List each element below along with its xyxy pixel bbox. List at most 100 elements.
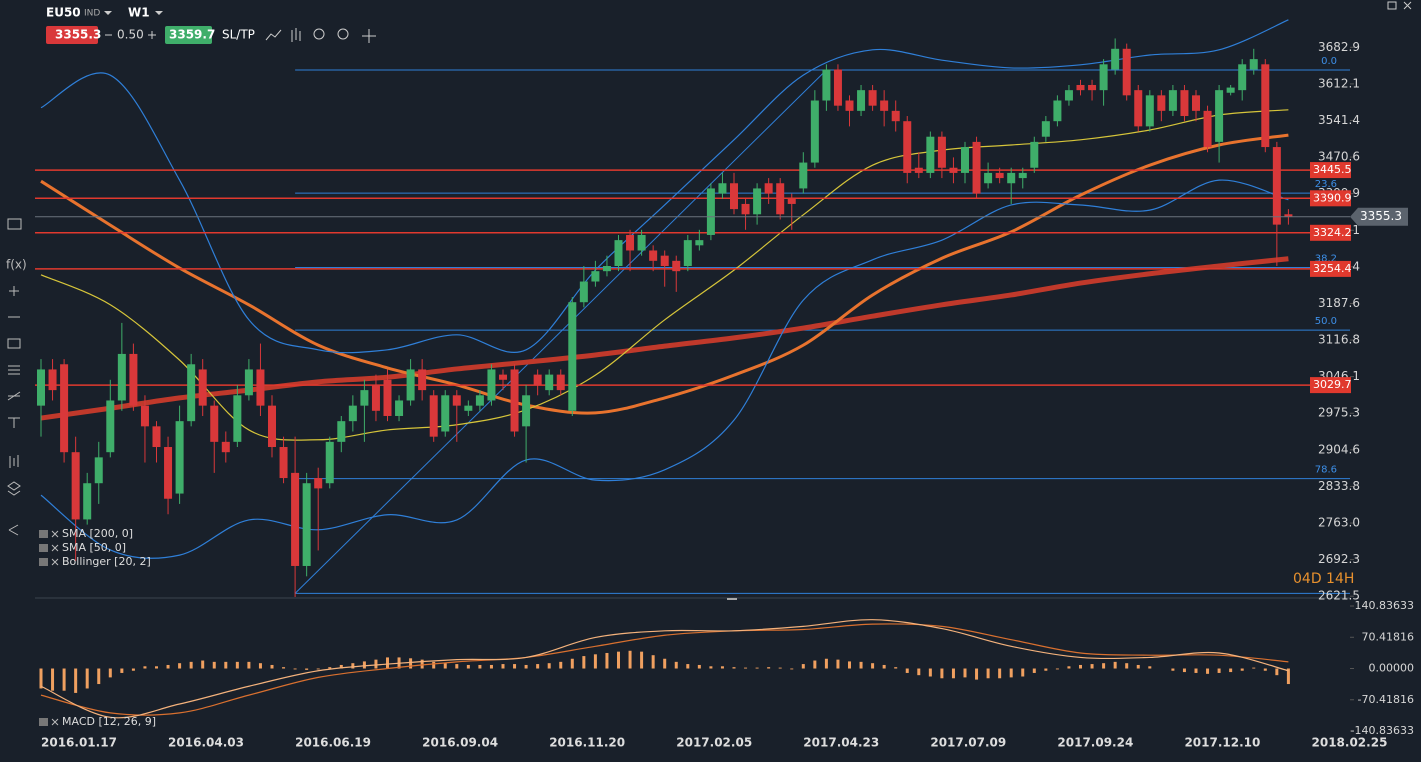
candle-body: [937, 136, 946, 168]
timeframe-dropdown[interactable]: [155, 11, 163, 15]
tool-icon[interactable]: [9, 455, 19, 468]
candle-body: [325, 441, 334, 484]
candle-body: [672, 260, 681, 272]
macd-histogram-bar: [651, 655, 655, 669]
buy-button[interactable]: [165, 26, 212, 44]
candle-body: [1099, 64, 1108, 91]
tool-icon[interactable]: [7, 391, 21, 401]
sell-button[interactable]: [46, 26, 98, 44]
macd-histogram-bar: [975, 668, 979, 680]
last-price-box: [1350, 207, 1408, 226]
symbol[interactable]: EU50: [46, 6, 81, 20]
legend-entry: MACD [12, 26, 9]: [62, 715, 156, 728]
macd-histogram-bar: [224, 661, 228, 669]
macd-histogram-bar: [524, 664, 528, 669]
macd-histogram-bar: [1125, 663, 1129, 669]
candle-body: [556, 374, 565, 391]
candle-body: [776, 183, 785, 215]
tool-icon[interactable]: [8, 417, 20, 428]
candle-body: [117, 353, 126, 401]
tool-icon[interactable]: [9, 286, 19, 296]
timeframe[interactable]: W1: [128, 6, 150, 20]
macd-histogram-bar: [143, 666, 147, 669]
crosshair[interactable]: [362, 29, 376, 43]
fib-label: 38.2: [1315, 254, 1337, 265]
close[interactable]: [1403, 1, 1412, 10]
x-tick-label: 2016.06.19: [295, 736, 371, 750]
candle-body: [649, 250, 658, 261]
macd-histogram-bar: [732, 667, 736, 669]
symbol-dropdown[interactable]: [104, 11, 112, 15]
macd-histogram-bar: [559, 661, 563, 669]
tool-icon[interactable]: [7, 338, 21, 349]
candle-body: [1238, 64, 1247, 91]
fib-label: 0.0: [1321, 56, 1337, 67]
x-tick-label: 2017.04.23: [803, 736, 879, 750]
legend-entry: SMA [50, 0]: [62, 541, 126, 554]
candle-body: [787, 198, 796, 204]
macd-histogram-bar: [432, 661, 436, 669]
x-tick-label: 2017.07.09: [930, 736, 1006, 750]
macd-histogram-bar: [1032, 668, 1036, 673]
macd-histogram-bar: [247, 661, 251, 669]
candle-body: [533, 374, 542, 385]
macd-histogram-bar: [905, 668, 909, 673]
y-tick-label: 3541.4: [1318, 113, 1360, 127]
candle-body: [452, 395, 461, 406]
macd-histogram-bar: [443, 663, 447, 669]
x-tick-label: 2016.09.04: [422, 736, 498, 750]
candle-body: [475, 395, 484, 406]
tool-icon[interactable]: [8, 365, 20, 375]
x-tick-label: 2016.11.20: [549, 736, 625, 750]
candle-icon[interactable]: [291, 28, 301, 42]
macd-histogram-bar: [1067, 666, 1071, 669]
candle-body: [429, 395, 438, 437]
macd-histogram-bar: [120, 668, 124, 673]
macd-histogram-bar: [859, 661, 863, 669]
candle-body: [291, 472, 300, 566]
zoom-out[interactable]: [313, 28, 325, 40]
plus-button[interactable]: [148, 31, 156, 39]
legend-remove[interactable]: [51, 718, 59, 726]
sltp-button[interactable]: SL/TP: [222, 28, 255, 42]
legend-remove[interactable]: [51, 530, 59, 538]
level-label-box: [1310, 162, 1351, 179]
candle-body: [140, 405, 149, 427]
candle-body: [961, 147, 969, 173]
candle-body: [972, 141, 981, 194]
candle-body: [822, 69, 831, 101]
candle-body: [510, 369, 519, 432]
tool-icon[interactable]: [7, 218, 22, 230]
macd-histogram-bar: [1182, 668, 1186, 673]
candle-body: [1145, 95, 1154, 127]
panel-handle[interactable]: [727, 598, 737, 600]
macd-histogram-bar: [374, 659, 378, 669]
tool-icon[interactable]: [7, 481, 21, 496]
macd-histogram-bar: [986, 668, 990, 679]
candle-body: [579, 281, 588, 303]
line-icon[interactable]: [265, 29, 282, 41]
legend-remove[interactable]: [51, 558, 59, 566]
maximize[interactable]: [1387, 1, 1397, 10]
level-label: 3324.2: [1313, 226, 1352, 239]
legend-remove[interactable]: [51, 544, 59, 552]
y-tick-label: 2621.5: [1318, 589, 1360, 603]
y-tick-label: 2763.0: [1318, 516, 1360, 530]
level-label: 3029.7: [1313, 378, 1352, 391]
tool-icon[interactable]: [8, 524, 19, 536]
candle-body: [487, 369, 496, 401]
candle-body: [753, 188, 762, 215]
candle-body: [764, 183, 773, 194]
macd-histogram-bar: [1055, 668, 1059, 670]
macd-histogram-bar: [963, 668, 967, 678]
indicator-tool[interactable]: f(x): [6, 258, 27, 272]
candle-body: [83, 483, 92, 520]
macd-histogram-bar: [790, 668, 794, 670]
candle-body: [741, 203, 750, 215]
zoom-in[interactable]: [337, 28, 349, 40]
macd-histogram-bar: [62, 668, 66, 691]
macd-histogram-bar: [293, 668, 297, 670]
macd-histogram-bar: [709, 666, 713, 669]
